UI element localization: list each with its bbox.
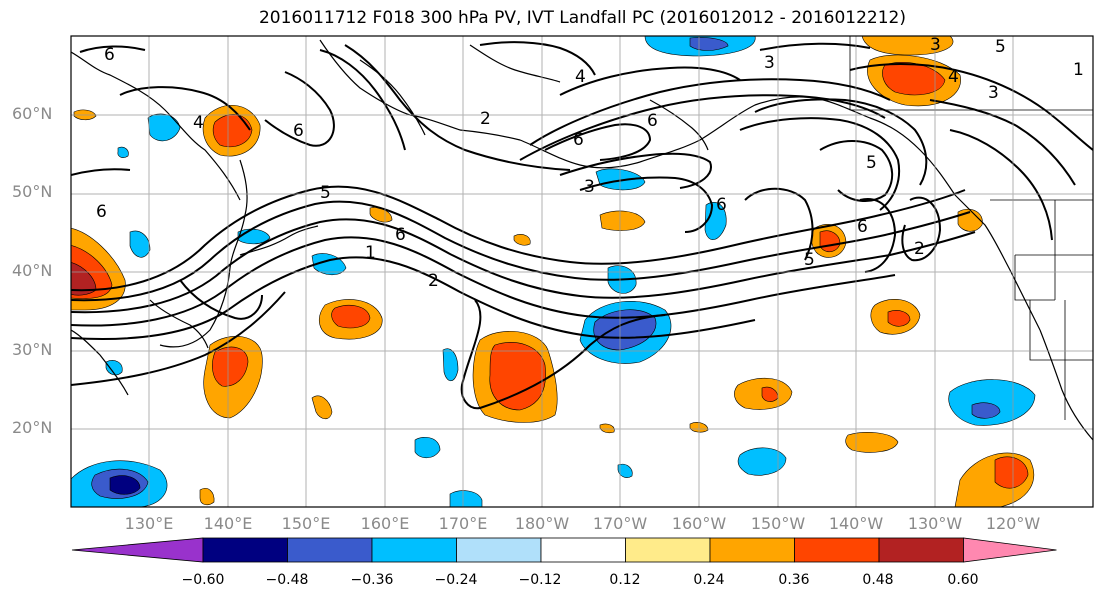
lon-label-160w: 160°W: [671, 514, 727, 533]
colorbar-segment: [709, 537, 795, 563]
colorbar-tick-label: −0.60: [181, 572, 225, 588]
contour-label: 2: [914, 239, 925, 259]
colorbar-tick-label: −0.12: [518, 572, 562, 588]
lon-label-170w: 170°W: [592, 514, 648, 533]
contour-label: 6: [293, 121, 304, 141]
contour-label: 6: [96, 202, 107, 222]
positive-anomaly-area: [513, 234, 531, 246]
lon-label-130e: 130°E: [124, 514, 174, 533]
lon-label-140e: 140°E: [203, 514, 253, 533]
contour-label: 5: [320, 183, 331, 203]
lat-label-30n: 30°N: [12, 340, 53, 359]
lon-label-160e: 160°E: [360, 514, 410, 533]
contour-label: 1: [1073, 60, 1084, 80]
contour-label: 5: [804, 250, 815, 270]
colorbar-segment: [625, 537, 711, 563]
negative-anomaly-area: [414, 437, 441, 459]
positive-anomaly-area: [845, 432, 899, 453]
colorbar-segment: [540, 537, 626, 563]
colorbar-segment: [287, 537, 373, 563]
contour-label: 6: [647, 111, 658, 131]
colorbar-tick-label: 0.48: [862, 572, 894, 588]
contour-label: 1: [365, 243, 376, 263]
contour-label: 6: [395, 225, 406, 245]
lon-label-150w: 150°W: [750, 514, 806, 533]
colorbar-tick-label: 0.12: [609, 572, 641, 588]
colorbar-segment: [202, 537, 288, 563]
colorbar-tick-label: 0.36: [778, 572, 810, 588]
positive-anomaly-area: [599, 210, 646, 231]
map-plot-area: 6 6 6 6 6 6 6 6 5 5 5 5 4 4 4 3 3 3 3 2 …: [71, 35, 1093, 507]
graticule: [71, 36, 1093, 507]
colorbar-segment: [371, 537, 457, 563]
lon-label-120w: 120°W: [985, 514, 1041, 533]
contour-label: 6: [573, 130, 584, 150]
positive-anomaly-area: [957, 208, 983, 232]
positive-anomaly-core: [489, 342, 546, 411]
colorbar-tick-label: 0.60: [947, 572, 979, 588]
positive-anomaly-core: [994, 456, 1029, 489]
colorbar-tick-label: −0.48: [265, 572, 309, 588]
contour-labels: 6 6 6 6 6 6 6 6 5 5 5 5 4 4 4 3 3 3 3 2 …: [96, 35, 1084, 291]
lon-label-150e: 150°E: [281, 514, 331, 533]
coastlines: [71, 39, 1093, 441]
lon-label-170e: 170°E: [438, 514, 488, 533]
lon-label-140w: 140°W: [828, 514, 884, 533]
negative-anomaly-area: [449, 490, 483, 507]
lat-label-50n: 50°N: [12, 182, 53, 201]
contour-label: 6: [104, 45, 115, 65]
colorbar-segment: [794, 537, 880, 563]
negative-anomaly-area: [948, 379, 1036, 426]
positive-anomaly-area: [599, 423, 615, 434]
negative-anomaly-area: [737, 447, 787, 476]
colorbar-extend-max: [963, 537, 1057, 563]
negative-anomaly-area: [617, 463, 633, 478]
lon-label-130w: 130°W: [907, 514, 963, 533]
contour-label: 5: [866, 153, 877, 173]
colorbar-extend-min: [71, 537, 204, 563]
political-borders: [849, 36, 1093, 420]
contour-label: 2: [480, 109, 491, 129]
contour-label: 4: [575, 67, 586, 87]
negative-anomaly-area: [117, 146, 129, 158]
contour-label: 3: [584, 177, 595, 197]
contour-label: 4: [193, 113, 204, 133]
contour-label: 3: [930, 35, 941, 55]
contour-label: 3: [764, 53, 775, 73]
positive-anomaly-area: [199, 488, 215, 506]
pv-contours: [71, 41, 1093, 410]
lat-label-20n: 20°N: [12, 418, 53, 437]
colorbar-segment: [456, 537, 542, 563]
lat-label-40n: 40°N: [12, 261, 53, 280]
colorbar: [71, 537, 1057, 563]
colorbar-tick-label: 0.24: [693, 572, 725, 588]
colorbar-tick-label: −0.24: [434, 572, 478, 588]
positive-anomaly-area: [861, 36, 954, 56]
map-frame: [70, 35, 1094, 508]
contour-label: 4: [948, 67, 959, 87]
contour-label: 6: [857, 217, 868, 237]
lat-label-60n: 60°N: [12, 104, 53, 123]
negative-anomaly-area: [147, 113, 181, 142]
negative-anomaly-strong: [109, 475, 141, 495]
contour-label: 3: [988, 83, 999, 103]
contour-label: 2: [428, 271, 439, 291]
colorbar-tick-label: −0.36: [350, 572, 394, 588]
positive-anomaly-area: [369, 207, 393, 223]
negative-anomaly-core: [971, 402, 1001, 419]
positive-anomaly-area: [311, 395, 333, 420]
negative-anomaly-area: [442, 348, 459, 382]
colorbar-segment: [878, 537, 964, 563]
lon-label-180w: 180°W: [514, 514, 570, 533]
map-title: 2016011712 F018 300 hPa PV, IVT Landfall…: [258, 8, 906, 28]
contour-label: 5: [995, 37, 1006, 57]
negative-anomaly-area: [129, 230, 151, 258]
contour-label: 6: [716, 195, 727, 215]
positive-anomaly-core: [331, 305, 371, 329]
negative-anomaly-area: [105, 360, 123, 376]
positive-anomaly-core: [212, 346, 249, 387]
positive-anomaly-core: [887, 310, 911, 327]
